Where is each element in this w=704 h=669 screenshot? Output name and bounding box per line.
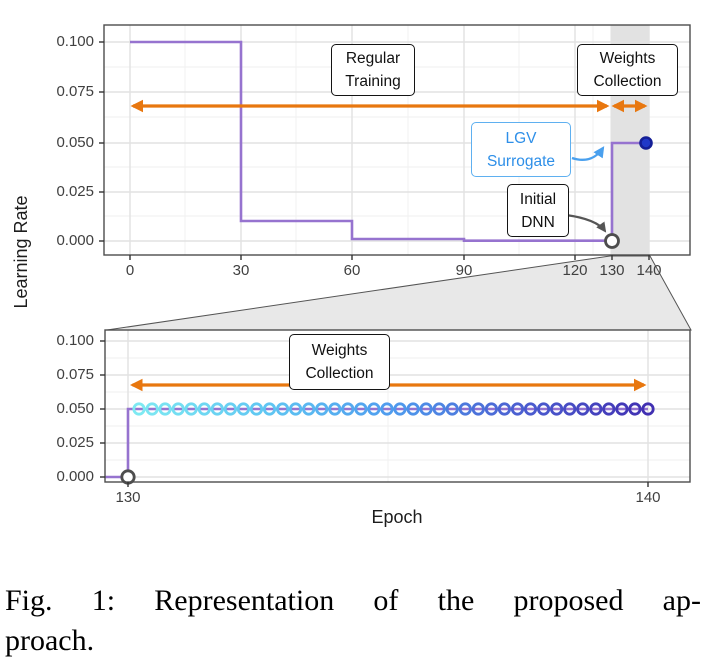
initial-dnn-line1: Initial xyxy=(519,190,557,208)
checkpoint-circle xyxy=(171,402,185,416)
lr-step-line xyxy=(130,40,649,242)
initial-dnn-label-box: Initial DNN xyxy=(507,184,569,237)
checkpoint-circle xyxy=(641,402,655,416)
bottom-xtick-130: 130 xyxy=(115,489,141,506)
bottom-panel xyxy=(100,329,691,487)
checkpoint-circle xyxy=(236,402,250,416)
checkpoint-circle xyxy=(445,402,459,416)
checkpoint-circle xyxy=(249,402,264,416)
checkpoint-circle xyxy=(145,402,159,416)
checkpoint-circle xyxy=(406,402,420,416)
bottom-panel-tick-marks xyxy=(100,340,649,487)
bottom-panel-border xyxy=(104,329,691,483)
checkpoint-circle xyxy=(602,402,616,416)
checkpoint-circle xyxy=(576,402,590,416)
lgv-weights-end-dot xyxy=(639,136,653,150)
checkpoint-circle xyxy=(275,402,290,416)
bottom-ytick-0050: 0.050 xyxy=(56,400,94,417)
checkpoint-circle xyxy=(523,402,538,416)
checkpoint-circle xyxy=(510,402,525,416)
checkpoint-circle xyxy=(419,402,433,416)
collected-checkpoint-circles xyxy=(132,402,655,416)
top-ytick-0050: 0.050 xyxy=(56,134,94,151)
y-axis-title: Learning Rate xyxy=(11,195,31,309)
weights-collection-top-line2: Collection xyxy=(593,73,662,90)
bottom-panel-minor-grid xyxy=(105,330,690,482)
caption-line-2: proach. xyxy=(5,624,95,657)
checkpoint-circle xyxy=(549,402,564,416)
checkpoint-circle xyxy=(471,402,485,416)
checkpoint-circle xyxy=(563,402,577,416)
caption-line-1: Fig. 1: Representation of the proposed a… xyxy=(5,584,701,617)
top-ytick-0100: 0.100 xyxy=(56,33,94,50)
regular-training-label-box: Regular Training xyxy=(331,44,415,96)
weights-collection-top-line1: Weights xyxy=(599,50,656,67)
x-axis-title: Epoch xyxy=(371,507,423,527)
bottom-ytick-0100: 0.100 xyxy=(56,332,94,349)
checkpoint-circle xyxy=(223,402,237,416)
figure-caption: Fig. 1: Representation of the proposed a… xyxy=(5,581,701,661)
checkpoint-circle xyxy=(328,402,342,416)
checkpoint-circle xyxy=(302,402,316,416)
checkpoint-circle xyxy=(589,402,603,416)
top-xtick-120: 120 xyxy=(562,262,588,279)
checkpoint-circle xyxy=(367,402,381,416)
top-ytick-0075: 0.075 xyxy=(56,83,94,100)
checkpoint-circle xyxy=(184,402,198,416)
weights-collection-bottom-line2: Collection xyxy=(305,365,374,382)
checkpoint-circle xyxy=(262,402,277,416)
weights-collection-label-box-bottom: Weights Collection xyxy=(289,334,390,390)
regular-training-line1: Regular xyxy=(345,50,401,67)
lgv-surrogate-line1: LGV xyxy=(505,129,537,147)
checkpoint-circle xyxy=(341,402,355,416)
checkpoint-circle xyxy=(628,402,642,416)
checkpoint-circle xyxy=(132,402,146,416)
lgv-pointer-arrow xyxy=(571,146,605,162)
checkpoint-circle xyxy=(432,402,446,416)
lr-step-line-zoom xyxy=(105,407,648,479)
weights-collection-bottom-line1: Weights xyxy=(311,342,368,359)
checkpoint-circle xyxy=(393,402,407,416)
checkpoint-circle xyxy=(354,402,368,416)
checkpoint-circle xyxy=(497,402,511,416)
regular-training-line2: Training xyxy=(345,73,401,90)
checkpoint-circle xyxy=(315,402,329,416)
checkpoint-circle xyxy=(158,402,172,416)
initial-dnn-line2: DNN xyxy=(521,213,555,231)
top-ytick-0000: 0.000 xyxy=(56,232,94,249)
checkpoint-circle xyxy=(458,402,472,416)
top-panel-border xyxy=(103,24,691,256)
checkpoint-circle xyxy=(210,402,224,416)
top-xtick-0: 0 xyxy=(125,262,135,279)
checkpoint-circle xyxy=(615,402,629,416)
top-xtick-30: 30 xyxy=(232,262,250,279)
checkpoint-circle xyxy=(288,402,303,416)
lgv-surrogate-line2: Surrogate xyxy=(486,152,556,170)
top-xtick-60: 60 xyxy=(343,262,361,279)
checkpoint-circle xyxy=(536,402,551,416)
top-xtick-140: 140 xyxy=(636,262,662,279)
checkpoint-circle xyxy=(380,402,394,416)
zoom-projection-trapezoid xyxy=(106,255,692,331)
bottom-xtick-140: 140 xyxy=(635,489,661,506)
top-ytick-0025: 0.025 xyxy=(56,183,94,200)
checkpoint-circle xyxy=(484,402,498,416)
initial-dnn-pointer-arrow xyxy=(565,213,607,233)
bottom-ytick-0025: 0.025 xyxy=(56,434,94,451)
lgv-surrogate-label-box: LGV Surrogate xyxy=(471,122,571,177)
top-xtick-130: 130 xyxy=(599,262,625,279)
bottom-ytick-0075: 0.075 xyxy=(56,366,94,383)
checkpoint-circle xyxy=(197,402,211,416)
weights-collection-label-box-top: Weights Collection xyxy=(577,44,678,96)
initial-dnn-marker xyxy=(604,233,620,249)
top-panel-tick-marks xyxy=(99,41,650,260)
top-xtick-90: 90 xyxy=(455,262,473,279)
bottom-ytick-0000: 0.000 xyxy=(56,468,94,485)
